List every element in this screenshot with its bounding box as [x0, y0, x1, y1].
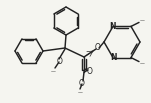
Text: —: — [78, 91, 82, 95]
Text: —: — [140, 18, 145, 23]
Text: —: — [140, 61, 145, 66]
Text: O: O [95, 43, 101, 52]
Text: N: N [110, 53, 116, 62]
Text: O: O [57, 57, 63, 66]
Text: —: — [51, 70, 55, 74]
Text: N: N [110, 22, 116, 31]
Text: O: O [87, 67, 93, 75]
Text: O: O [79, 78, 85, 88]
